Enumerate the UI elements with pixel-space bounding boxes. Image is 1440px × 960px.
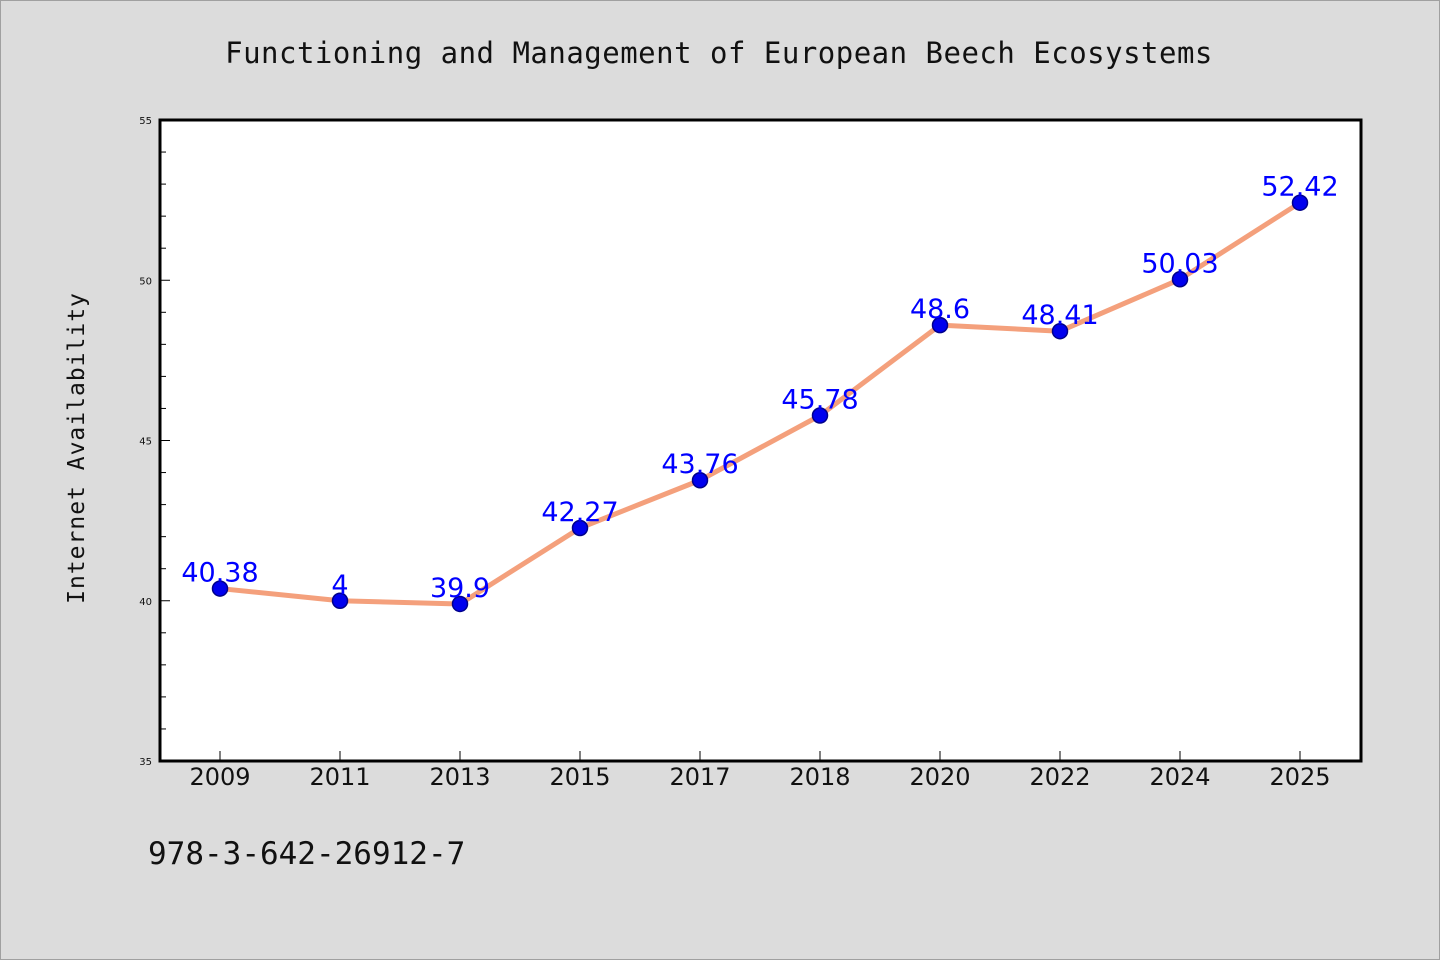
plot-border [158, 118, 1363, 763]
data-label: 43.76 [661, 449, 738, 480]
isbn-caption: 978-3-642-26912-7 [148, 836, 465, 872]
data-label: 40.38 [181, 558, 258, 589]
data-point [571, 519, 589, 537]
y-tick-label: 45 [139, 437, 152, 448]
data-point [211, 580, 229, 597]
chart-title: Functioning and Management of European B… [225, 36, 1213, 70]
y-tick-label: 35 [139, 757, 152, 768]
data-point [331, 592, 349, 609]
data-point [691, 471, 709, 489]
x-tick-label: 2020 [909, 763, 970, 791]
data-point [1171, 271, 1189, 288]
data-point [931, 316, 949, 334]
x-tick-label: 2013 [429, 763, 490, 791]
y-tick-label: 50 [139, 276, 152, 287]
data-label: 45.78 [781, 385, 858, 416]
x-tick-label: 2009 [189, 763, 250, 791]
series-line [217, 200, 1303, 607]
x-tick-label: 2017 [669, 763, 730, 791]
data-point [1291, 194, 1309, 211]
data-label: 4 [331, 570, 348, 601]
data-labels: 40.38 4 39.9 42.27 43.76 45.78 48.6 48.41 50.03 5… [181, 172, 1338, 604]
data-label: 42.27 [541, 497, 618, 528]
x-tick-label: 2025 [1269, 763, 1330, 791]
data-label: 50.03 [1141, 248, 1218, 279]
data-label: 39.9 [430, 573, 490, 604]
y-tick-label: 40 [139, 597, 152, 608]
data-point [811, 407, 829, 424]
data-markers [211, 194, 1309, 613]
data-point [1051, 322, 1069, 340]
x-tick-label: 2018 [789, 763, 850, 791]
x-tick-label: 2022 [1029, 763, 1090, 791]
data-label: 48.41 [1021, 300, 1098, 331]
plot-area [160, 120, 1361, 761]
data-label: 52.42 [1261, 172, 1338, 203]
x-axis-ticks: 2009 2011 2013 2015 2017 2018 2020 2022 2024 2025 [189, 751, 1331, 791]
y-tick-label: 55 [139, 116, 152, 127]
x-tick-label: 2015 [549, 763, 610, 791]
y-axis-label: Internet Availability [64, 292, 90, 604]
x-tick-label: 2011 [309, 763, 370, 791]
data-label: 48.6 [910, 294, 970, 325]
x-tick-label: 2024 [1149, 763, 1210, 791]
data-point [451, 595, 469, 613]
